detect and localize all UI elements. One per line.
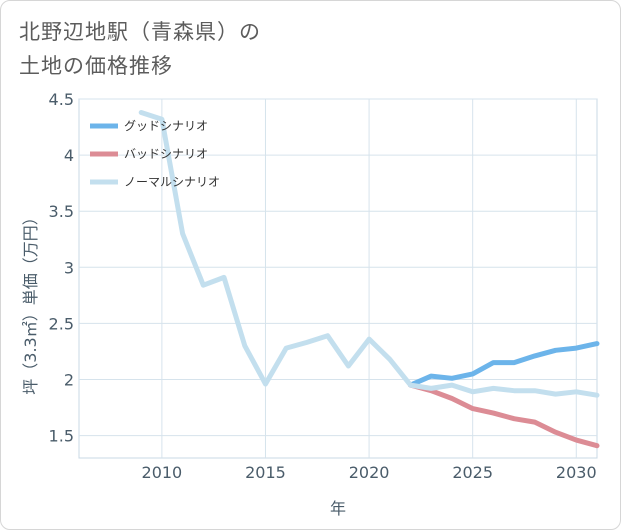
y-axis-title: 坪（3.3㎡）単価（万円）	[21, 209, 40, 394]
y-tick-label: 2	[64, 370, 74, 389]
y-tick-label: 4	[64, 146, 74, 165]
chart-title-line-1: 北野辺地駅（青森県）の	[19, 20, 261, 44]
y-tick-label: 1.5	[49, 427, 74, 446]
y-tick-label: 3.5	[49, 202, 74, 221]
y-tick-label: 3	[64, 258, 74, 277]
y-tick-label: 2.5	[49, 314, 74, 333]
tick-labels: 1.5 2 2.5 3 3.5 4 4.5 2010 2015 2020 2025 2030	[49, 90, 597, 482]
legend-label-3: ノーマルシナリオ	[124, 175, 220, 189]
series-line-1	[408, 341, 600, 388]
y-tick-label: 4.5	[49, 90, 74, 109]
x-tick-label: 2015	[245, 463, 286, 482]
x-tick-label: 2025	[452, 463, 493, 482]
x-tick-label: 2010	[142, 463, 183, 482]
chart-title-line-2: 土地の価格推移	[19, 54, 173, 78]
legend-label-2: バッドシナリオ	[124, 147, 208, 161]
x-axis-title: 年	[330, 499, 346, 518]
x-tick-label: 2030	[556, 463, 597, 482]
series-lines	[138, 110, 600, 449]
series-line-2	[408, 382, 600, 449]
chart-title: 北野辺地駅（青森県）の 土地の価格推移	[19, 15, 261, 83]
legend-label-1: グッドシナリオ	[124, 119, 208, 133]
grid	[78, 98, 598, 459]
x-tick-label: 2020	[349, 463, 390, 482]
series-line-3	[138, 110, 600, 398]
